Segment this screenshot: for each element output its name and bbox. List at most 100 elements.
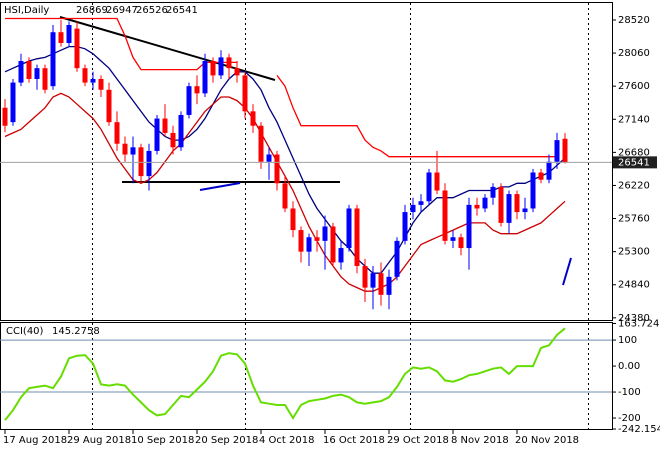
- cci-panel: [0, 322, 613, 430]
- header-close: 26541: [166, 5, 198, 16]
- last-price-box: [613, 156, 657, 169]
- overlay-line: [276, 75, 557, 158]
- header-low: 26526: [136, 5, 168, 16]
- y-tick-label: 28060: [618, 48, 650, 59]
- candle-body: [178, 114, 184, 148]
- candle-body: [226, 57, 232, 69]
- candle-body: [154, 118, 160, 151]
- y-tick-label: 25300: [618, 247, 650, 258]
- overlay-line: [4, 45, 566, 274]
- candle-body: [66, 25, 72, 44]
- y-tick-label: 26680: [618, 147, 650, 158]
- candle-body: [162, 118, 168, 133]
- y-tick-label: 28520: [618, 15, 650, 26]
- candle-body: [466, 204, 472, 249]
- candle-body: [194, 86, 200, 94]
- candle-body: [482, 197, 488, 209]
- candle-body: [146, 150, 152, 177]
- candle-body: [330, 226, 336, 263]
- y-tick-label: 100: [618, 335, 637, 346]
- overlay-line: [5, 17, 237, 71]
- candle-body: [402, 212, 408, 241]
- y-tick-label: 24380: [618, 313, 650, 324]
- candle-body: [98, 78, 104, 90]
- header-high: 26947: [106, 5, 138, 16]
- candle-body: [346, 208, 352, 249]
- candle-body: [82, 68, 88, 83]
- x-tick-label: 16 Oct 2018: [323, 435, 385, 446]
- candle-body: [218, 57, 224, 76]
- y-tick-label: 27140: [618, 114, 650, 125]
- main-panel: [0, 2, 613, 321]
- x-tick-label: 20 Nov 2018: [515, 435, 579, 446]
- chart-title: HSI,Daily: [4, 5, 49, 16]
- candle-body: [338, 248, 344, 263]
- candle-body: [234, 68, 240, 76]
- candle-body: [250, 111, 256, 126]
- candle-body: [394, 240, 400, 277]
- candle-body: [522, 208, 528, 213]
- y-tick-label: -200: [618, 413, 641, 424]
- candle-body: [290, 208, 296, 231]
- y-tick-label: 163.7249: [618, 319, 660, 330]
- candle-body: [378, 273, 384, 295]
- candle-body: [370, 273, 376, 288]
- candle-body: [562, 138, 568, 163]
- candle-body: [274, 154, 280, 184]
- candle-body: [314, 237, 320, 241]
- candle-body: [362, 266, 368, 288]
- candle-body: [74, 28, 80, 69]
- y-tick-label: -100: [618, 387, 641, 398]
- candle-body: [170, 132, 176, 148]
- candle-body: [442, 190, 448, 241]
- candle-body: [138, 147, 144, 177]
- candle-body: [42, 68, 48, 90]
- candle-body: [386, 276, 392, 295]
- x-tick-label: 20 Sep 2018: [195, 435, 258, 446]
- drawn-line: [199, 182, 241, 191]
- x-tick-label: 10 Sep 2018: [131, 435, 194, 446]
- y-tick-label: 27600: [618, 81, 650, 92]
- candle-body: [418, 201, 424, 205]
- candle-body: [354, 208, 360, 267]
- candle-body: [490, 186, 496, 198]
- candle-body: [50, 32, 56, 87]
- candle-body: [282, 183, 288, 209]
- candle-body: [474, 204, 480, 209]
- candle-body: [34, 68, 40, 79]
- candle-body: [130, 147, 136, 155]
- candle-body: [114, 122, 120, 144]
- header-open: 26869: [76, 5, 108, 16]
- candle-body: [210, 60, 216, 76]
- candle-body: [498, 186, 504, 223]
- y-tick-label: 0.00: [618, 361, 640, 372]
- drawn-line: [562, 257, 572, 286]
- candle-body: [450, 237, 456, 241]
- y-tick-label: 25760: [618, 214, 650, 225]
- candle-body: [458, 237, 464, 249]
- last-price-label: 26541: [618, 157, 650, 168]
- candle-body: [426, 172, 432, 202]
- candle-body: [554, 140, 560, 162]
- candle-body: [90, 78, 96, 83]
- cci-line: [4, 327, 566, 421]
- cci-last-value: 145.2758: [52, 326, 100, 337]
- candle-body: [322, 226, 328, 241]
- candle-body: [18, 60, 24, 83]
- candle-body: [26, 60, 32, 79]
- candle-body: [258, 125, 264, 162]
- candle-body: [202, 60, 208, 94]
- candle-body: [306, 237, 312, 252]
- x-tick-label: 17 Aug 2018: [3, 435, 67, 446]
- y-tick-label: -242.154: [618, 424, 660, 435]
- x-tick-label: 29 Oct 2018: [387, 435, 449, 446]
- candle-body: [266, 154, 272, 162]
- y-tick-label: 26220: [618, 180, 650, 191]
- candle-body: [186, 86, 192, 115]
- candle-body: [538, 172, 544, 180]
- candle-body: [530, 172, 536, 209]
- candle-body: [58, 32, 64, 44]
- candle-body: [546, 161, 552, 180]
